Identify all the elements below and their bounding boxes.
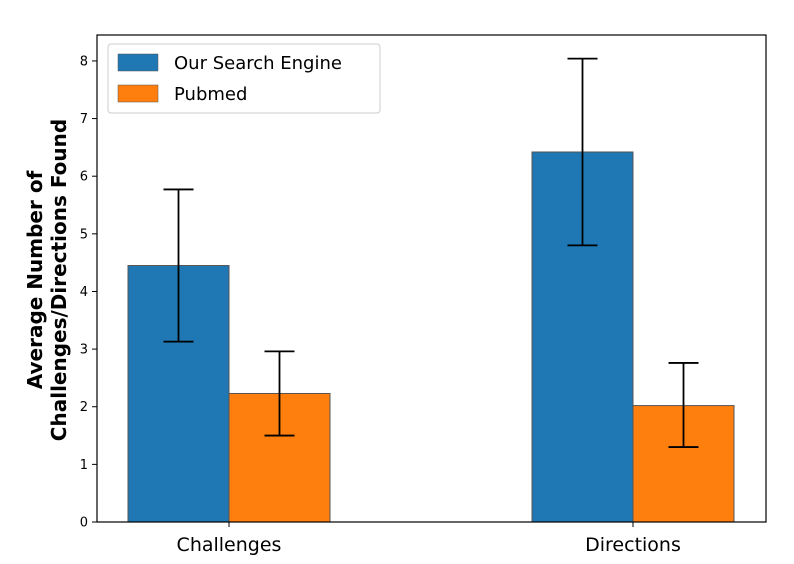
legend-swatch-series-0 (117, 53, 159, 72)
legend-box (107, 43, 381, 114)
y-tick-label-8: 8 (80, 54, 88, 69)
y-tick-label-5: 5 (80, 227, 88, 242)
legend-label-series-1: Pubmed (174, 84, 247, 105)
y-tick-label-0: 0 (80, 516, 88, 531)
y-tick-label-2: 2 (80, 400, 88, 415)
plot-frame (96, 34, 767, 523)
y-tick-label-1: 1 (80, 458, 88, 473)
legend-label-series-0: Our Search Engine (174, 53, 342, 74)
y-axis-title-line-2: Challenges/Directions Found (47, 119, 71, 441)
y-tick-label-7: 7 (80, 112, 88, 127)
x-tick-label-challenges: Challenges (177, 534, 282, 556)
x-tick-label-directions: Directions (585, 534, 681, 556)
legend-swatch-series-1 (117, 84, 159, 103)
plot-marks: 0 1 2 3 4 5 6 7 8 Challenges Directions (80, 54, 735, 556)
y-tick-label-4: 4 (80, 285, 88, 300)
y-axis-title-line-1: Average Number of (23, 170, 47, 389)
legend: Our Search Engine Pubmed (107, 43, 381, 114)
y-tick-label-6: 6 (80, 170, 88, 185)
y-tick-label-3: 3 (80, 343, 88, 358)
